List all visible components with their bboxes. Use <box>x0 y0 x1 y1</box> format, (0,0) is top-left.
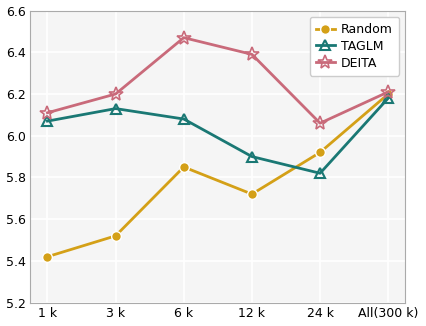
Random <box>181 165 186 169</box>
DEITA <box>113 92 118 96</box>
TAGLM <box>113 107 118 111</box>
DEITA <box>45 111 50 115</box>
TAGLM <box>45 119 50 123</box>
DEITA <box>181 36 186 40</box>
DEITA <box>386 90 391 94</box>
TAGLM <box>386 96 391 100</box>
TAGLM <box>249 155 254 158</box>
DEITA <box>317 121 322 125</box>
Random <box>45 255 50 259</box>
Line: Random: Random <box>43 89 393 261</box>
Random <box>317 150 322 154</box>
DEITA <box>249 52 254 56</box>
Random <box>249 192 254 196</box>
Random <box>113 234 118 238</box>
Random <box>386 92 391 96</box>
Line: DEITA: DEITA <box>40 31 395 130</box>
TAGLM <box>181 117 186 121</box>
TAGLM <box>317 171 322 175</box>
Line: TAGLM: TAGLM <box>43 93 393 178</box>
Legend: Random, TAGLM, DEITA: Random, TAGLM, DEITA <box>310 17 399 76</box>
